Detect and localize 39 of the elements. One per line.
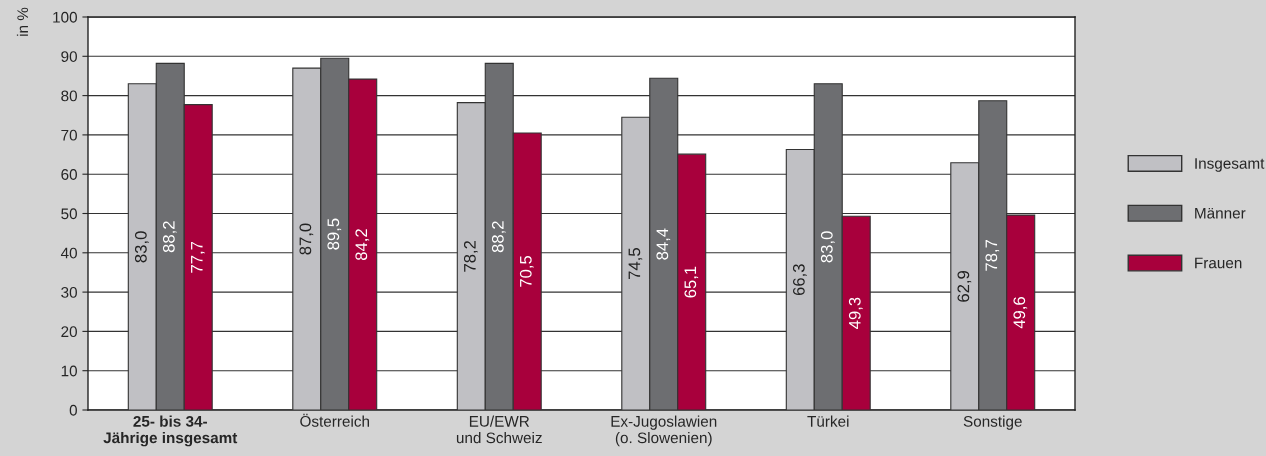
x-tick-label: 25- bis 34- Jährige insgesamt (103, 415, 238, 447)
data-label: 84,2 (355, 229, 370, 261)
y-tick-label: 40 (60, 247, 77, 259)
data-label: 83,0 (820, 231, 835, 263)
y-tick-label: 80 (61, 90, 77, 102)
data-label: 65,1 (684, 266, 699, 298)
x-tick-label: Türkei (807, 415, 849, 427)
y-tick-label: 60 (61, 169, 77, 180)
y-tick-label: 50 (61, 208, 77, 220)
y-axis-title: in % (16, 7, 29, 36)
legend-label: Frauen (1195, 257, 1242, 269)
data-label: 78,2 (463, 240, 478, 272)
data-label: 74,5 (628, 248, 643, 279)
x-tick-label: Ex-Jugoslawien (o. Slowenien) (611, 415, 717, 447)
data-label: 49,6 (1013, 297, 1028, 329)
data-label: 62,9 (957, 270, 972, 302)
x-tick-label: Sonstige (963, 415, 1022, 430)
data-label: 49,3 (848, 297, 863, 329)
data-label: 66,3 (792, 264, 807, 296)
y-tick-label: 100 (53, 11, 77, 23)
x-tick-label: Österreich (300, 413, 369, 427)
data-label: 89,5 (327, 218, 342, 250)
data-label: 88,2 (162, 221, 177, 253)
data-label: 88,2 (491, 221, 506, 253)
y-tick-label: 0 (69, 404, 77, 416)
x-tick-label: EU/EWR und Schweiz (456, 415, 542, 444)
data-label: 83,0 (134, 231, 149, 263)
legend-label: Männer (1195, 207, 1246, 219)
legend-label: Insgesamt (1195, 158, 1265, 172)
y-tick-label: 90 (61, 51, 77, 62)
data-label: 84,4 (656, 228, 671, 260)
data-label: 87,0 (299, 223, 314, 255)
y-tick-label: 30 (61, 286, 77, 298)
y-tick-label: 10 (61, 365, 77, 377)
y-tick-label: 20 (61, 326, 77, 338)
y-tick-label: 70 (61, 129, 77, 141)
data-label: 70,5 (519, 255, 534, 287)
data-label: 77,7 (191, 241, 205, 273)
data-label: 78,7 (985, 239, 1000, 271)
